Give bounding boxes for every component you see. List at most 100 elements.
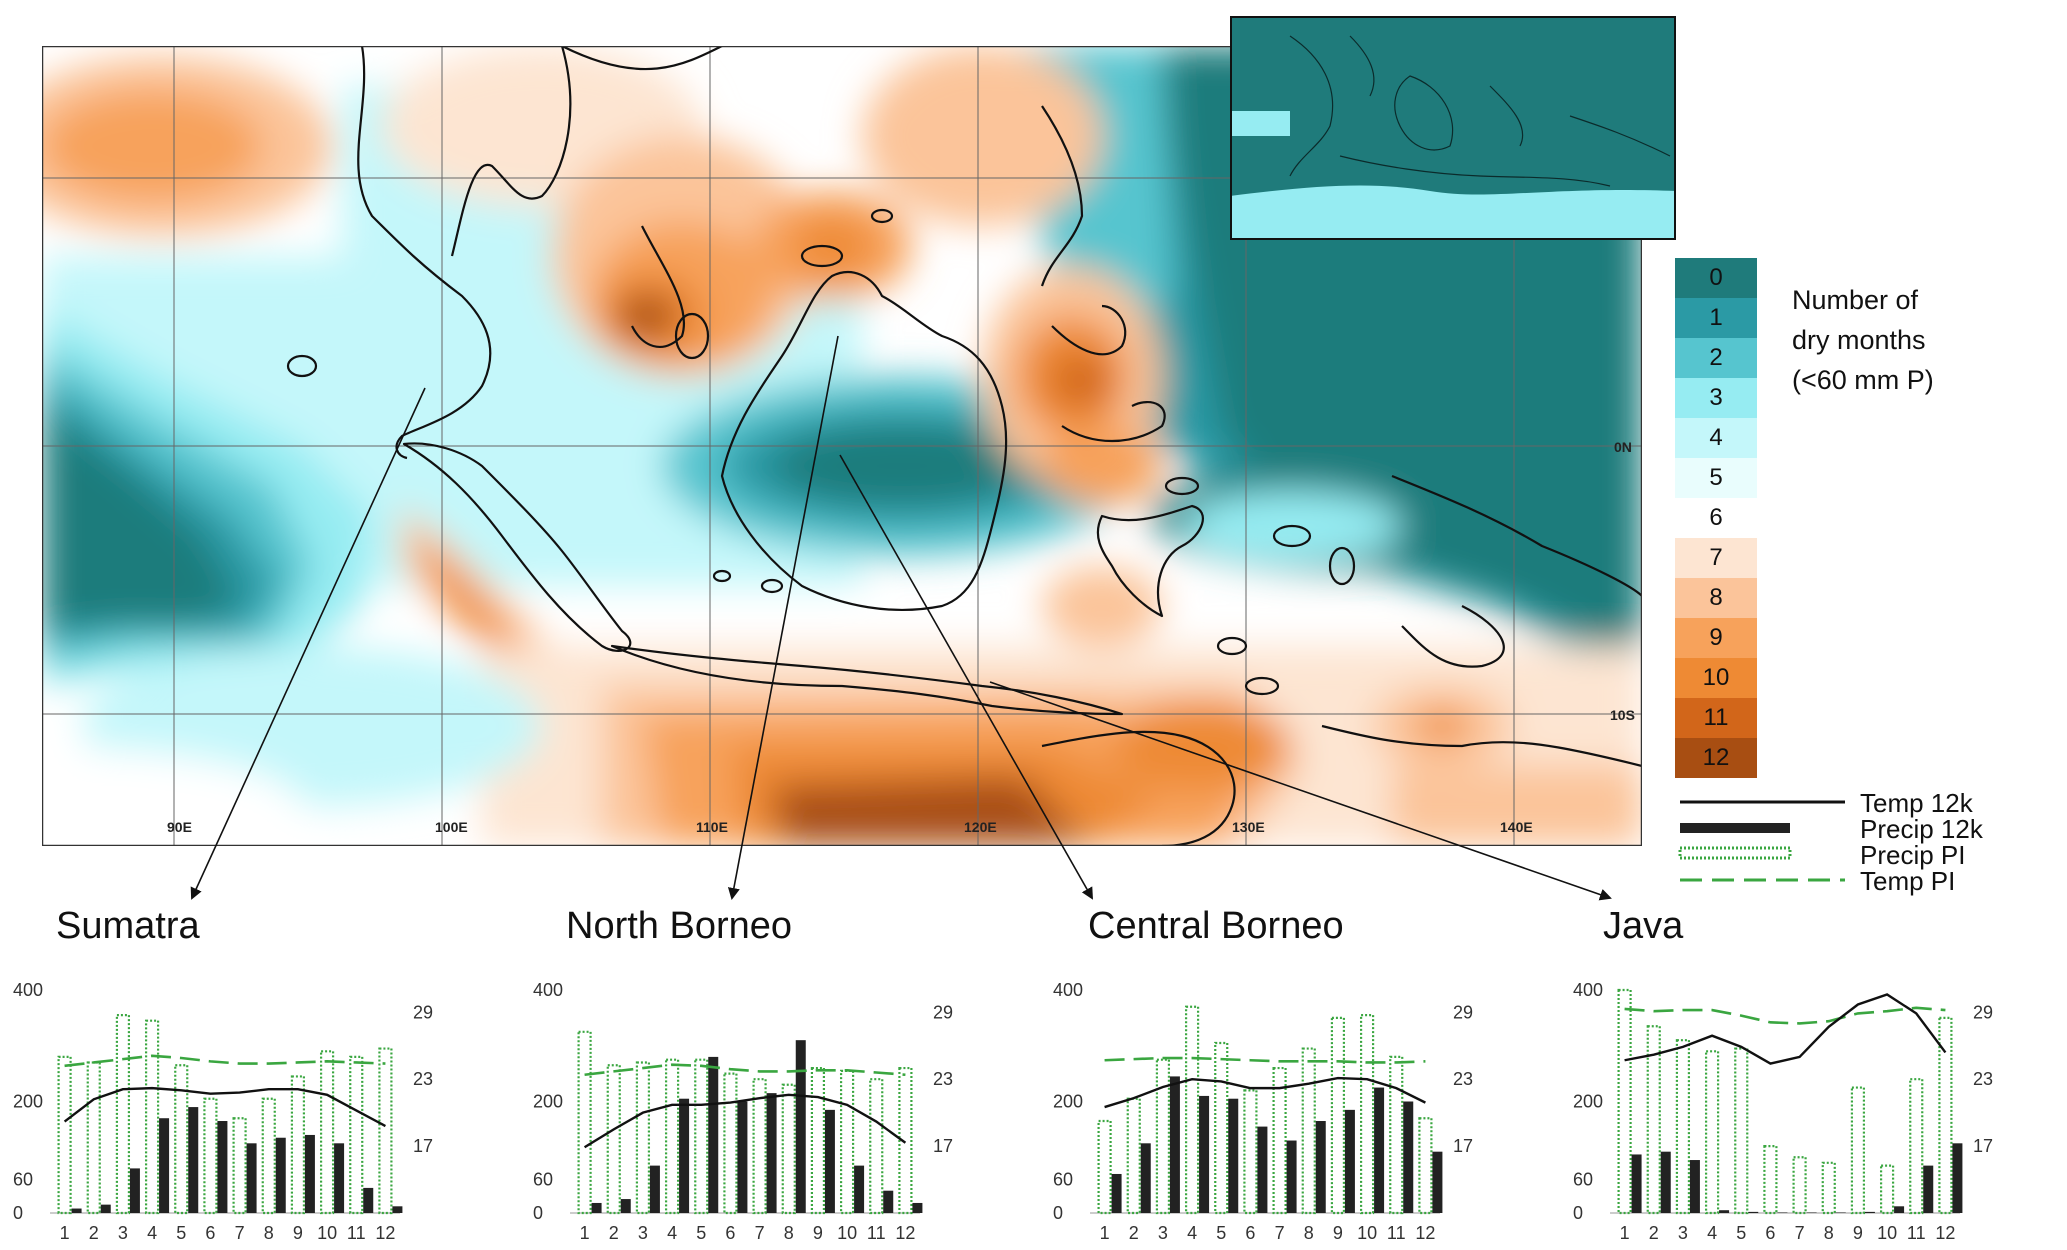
x-tick-label: 1 xyxy=(1620,1223,1630,1243)
x-tick-label: 10 xyxy=(1877,1223,1897,1243)
precip-12k-bar xyxy=(679,1098,690,1213)
x-tick-label: 12 xyxy=(1415,1223,1435,1243)
graticule xyxy=(42,46,1642,846)
y-right-tick: 17 xyxy=(933,1136,953,1156)
precip-12k-bar xyxy=(1374,1087,1385,1213)
precip-12k-bar xyxy=(912,1202,923,1213)
precip-12k-bar xyxy=(71,1208,82,1213)
region-title-sumatra: Sumatra xyxy=(56,905,200,947)
precip-pi-bar xyxy=(694,1058,709,1215)
x-tick-label: 10 xyxy=(317,1223,337,1243)
x-tick-label: 7 xyxy=(235,1223,245,1243)
precip-12k-bar xyxy=(737,1101,748,1213)
x-tick-label: 11 xyxy=(867,1223,886,1243)
precip-pi-bar xyxy=(810,1066,826,1215)
y-left-tick: 200 xyxy=(1573,1092,1603,1112)
x-tick-label: 12 xyxy=(1935,1223,1955,1243)
precip-12k-bar xyxy=(1777,1212,1788,1213)
legend-swatch-11: 11 xyxy=(1675,698,1757,738)
precip-pi-bar xyxy=(1359,1013,1375,1215)
y-right-tick: 17 xyxy=(1973,1136,1993,1156)
temp-12k-line xyxy=(1104,1076,1426,1109)
lon-label-110e: 110E xyxy=(696,819,728,835)
dry-month-field xyxy=(42,46,1642,846)
x-tick-label: 3 xyxy=(1158,1223,1168,1243)
precip-12k-bar xyxy=(334,1143,345,1213)
legend-temp-12k: Temp 12k xyxy=(1860,788,1973,818)
x-tick-label: 8 xyxy=(1304,1223,1314,1243)
precip-pi-bar xyxy=(606,1064,621,1215)
x-tick-label: 5 xyxy=(1216,1223,1226,1243)
series-legend-lines xyxy=(1678,800,1845,882)
legend-title: Number of dry months (<60 mm P) xyxy=(1792,280,1934,400)
y-left-tick: 60 xyxy=(533,1170,553,1190)
precip-pi-bar xyxy=(261,1097,276,1215)
precip-pi-bar xyxy=(839,1069,855,1215)
precip-12k-bar xyxy=(708,1056,719,1213)
precip-pi-bar xyxy=(1155,1058,1171,1215)
region-title-north-borneo: North Borneo xyxy=(566,905,793,947)
precip-12k-bar xyxy=(1835,1212,1846,1213)
x-tick-label: 8 xyxy=(264,1223,274,1243)
x-tick-label: 1 xyxy=(60,1223,70,1243)
y-right-tick: 23 xyxy=(413,1069,433,1089)
x-tick-label: 9 xyxy=(293,1223,303,1243)
y-right-tick: 23 xyxy=(933,1069,953,1089)
precip-pi-bar xyxy=(781,1083,796,1215)
precip-pi-bar xyxy=(1909,1078,1924,1215)
y-left-tick: 200 xyxy=(13,1092,43,1112)
y-left-tick: 400 xyxy=(533,980,563,1000)
temp-12k-line xyxy=(63,1086,386,1128)
precip-pi-bar xyxy=(1126,1097,1141,1215)
precip-12k-bar xyxy=(188,1107,199,1213)
precip-pi-bar xyxy=(57,1055,72,1215)
pointer-java xyxy=(989,681,1612,901)
precip-12k-bar xyxy=(1111,1173,1122,1213)
x-tick-label: 3 xyxy=(1678,1223,1688,1243)
precip-12k-bar xyxy=(1140,1143,1151,1213)
precip-pi-bar xyxy=(898,1066,913,1215)
y-right-tick: 29 xyxy=(1453,1002,1473,1022)
y-left-tick: 200 xyxy=(533,1092,563,1112)
precip-12k-bar xyxy=(649,1165,660,1213)
precip-12k-bar xyxy=(1432,1151,1443,1213)
x-tick-label: 8 xyxy=(1824,1223,1834,1243)
x-tick-label: 1 xyxy=(1100,1223,1110,1243)
precip-12k-bar xyxy=(1286,1140,1297,1213)
precip-12k-bar xyxy=(1169,1076,1180,1213)
precip-12k-bar xyxy=(795,1040,806,1213)
legend-temp-pi: Temp PI xyxy=(1860,866,1956,896)
x-tick-label: 4 xyxy=(1187,1223,1197,1243)
y-left-tick: 60 xyxy=(1053,1170,1073,1190)
precip-pi-bar xyxy=(1330,1016,1346,1215)
precip-pi-bar xyxy=(1850,1086,1866,1215)
y-left-tick: 400 xyxy=(1573,980,1603,1000)
x-tick-label: 7 xyxy=(755,1223,765,1243)
y-left-tick: 0 xyxy=(1053,1203,1063,1223)
precip-12k-bar xyxy=(883,1190,894,1213)
x-tick-label: 5 xyxy=(176,1223,186,1243)
precip-12k-bar xyxy=(1199,1095,1210,1213)
region-title-central-borneo: Central Borneo xyxy=(1088,905,1344,947)
precip-pi-bar xyxy=(635,1061,651,1215)
x-tick-label: 2 xyxy=(1129,1223,1139,1243)
x-tick-label: 12 xyxy=(375,1223,395,1243)
precip-12k-bar xyxy=(1228,1098,1239,1213)
lat-label-0n: 0N xyxy=(1614,439,1632,455)
x-tick-label: 9 xyxy=(813,1223,823,1243)
x-tick-label: 9 xyxy=(1853,1223,1863,1243)
precip-pi-bar xyxy=(664,1058,680,1215)
precip-12k-bar xyxy=(1894,1206,1905,1213)
lon-label-130e: 130E xyxy=(1232,819,1265,835)
precip-12k-bar xyxy=(1748,1211,1759,1213)
y-left-tick: 0 xyxy=(533,1203,543,1223)
x-tick-label: 2 xyxy=(609,1223,619,1243)
x-tick-label: 3 xyxy=(118,1223,128,1243)
x-tick-label: 4 xyxy=(1707,1223,1717,1243)
precip-pi-bar xyxy=(115,1013,131,1215)
y-left-tick: 60 xyxy=(1573,1170,1593,1190)
region-title-java: Java xyxy=(1603,905,1684,947)
precip-12k-bar xyxy=(392,1206,403,1213)
